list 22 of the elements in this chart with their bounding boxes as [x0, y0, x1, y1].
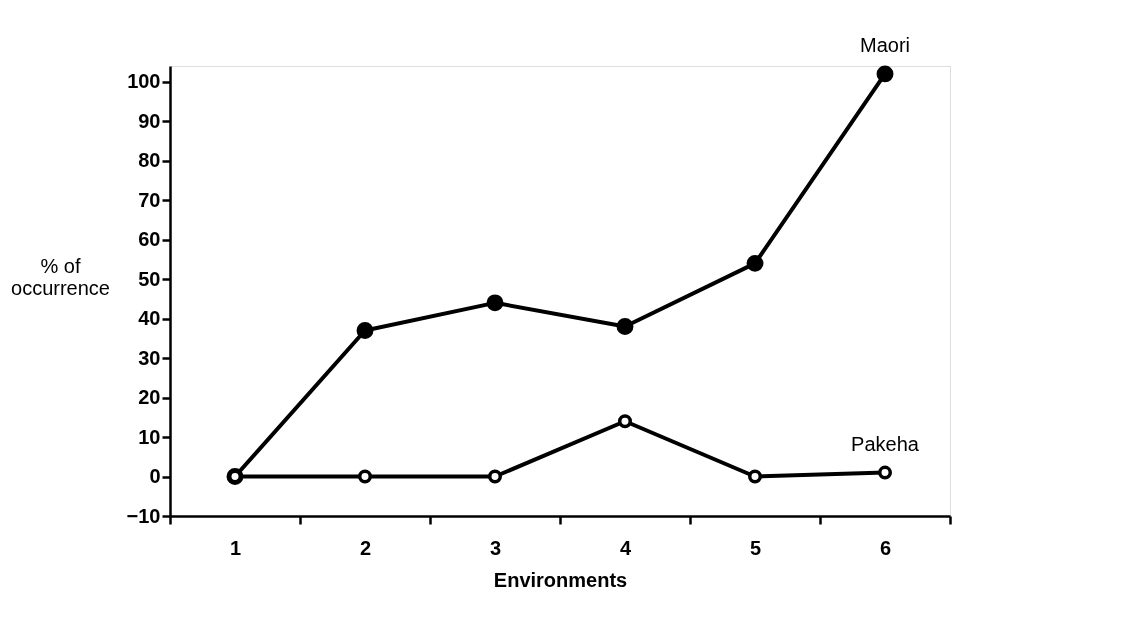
y-tick-label: 30	[138, 346, 161, 369]
x-tick-label: 5	[749, 536, 762, 559]
y-axis-title: % of occurrence	[11, 254, 110, 299]
x-tick-label: 4	[619, 536, 632, 559]
series-label: Maori	[859, 33, 911, 56]
x-tick-label: 2	[359, 536, 372, 559]
y-tick-label: 90	[138, 109, 161, 132]
series-label: Pakeha	[851, 432, 920, 455]
y-tick-label: 10	[138, 425, 161, 448]
y-tick-label: 0	[149, 465, 161, 488]
y-tick-label: 100	[127, 70, 161, 93]
y-tick-label: −10	[126, 504, 161, 527]
x-axis-title: Environments	[493, 568, 628, 591]
x-tick-label: 6	[879, 536, 892, 559]
y-tick-label: 20	[138, 386, 161, 409]
y-tick-label: 60	[138, 228, 161, 251]
y-tick-label: 80	[138, 149, 161, 172]
x-tick-label: 1	[229, 536, 242, 559]
y-tick-label: 70	[138, 188, 161, 211]
y-tick-label: 50	[138, 267, 161, 290]
x-tick-label: 3	[489, 536, 502, 559]
y-tick-label: 40	[138, 307, 161, 330]
